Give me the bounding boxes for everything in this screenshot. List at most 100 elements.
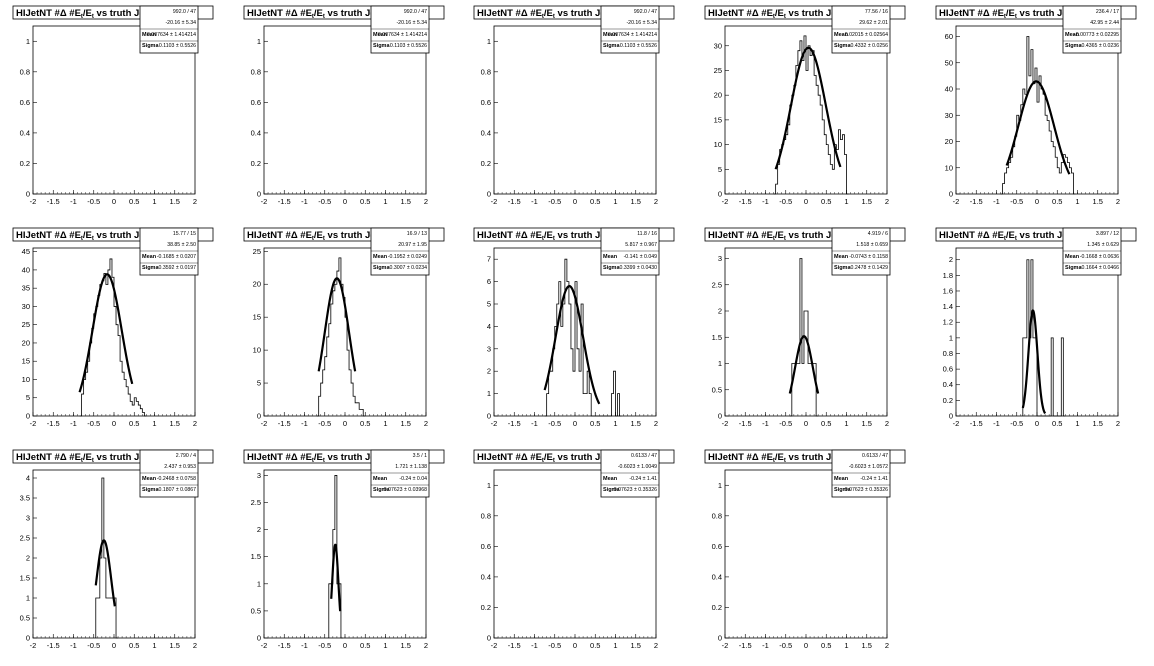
y-tick-label: 10 — [714, 140, 722, 149]
stats-sigma-value: 0.1807 ± 0.0867 — [159, 487, 197, 493]
x-tick-label: -2 — [491, 419, 498, 428]
x-tick-label: 0.5 — [590, 419, 600, 428]
stats-box — [600, 449, 660, 498]
x-tick-label: -1 — [301, 197, 308, 206]
stats-sigma-value: 0.3007 ± 0.0234 — [390, 265, 428, 271]
y-tick-label: 30 — [22, 302, 30, 311]
x-tick-label: -1.5 — [278, 197, 291, 206]
x-tick-label: -0.5 — [87, 641, 100, 650]
y-tick-label: 0 — [257, 634, 261, 643]
x-tick-label: -0.5 — [318, 197, 331, 206]
histogram-bars — [544, 258, 622, 417]
gaussian-fit-curve — [330, 543, 342, 612]
stats-mean-label: Mean — [603, 254, 618, 260]
title-part: t — [1015, 14, 1017, 20]
x-tick-label: 2 — [885, 641, 889, 650]
stats-mean-label: Mean — [603, 476, 618, 482]
stats-box — [370, 5, 430, 54]
stats-box — [139, 227, 199, 276]
x-tick-label: 1.5 — [401, 197, 411, 206]
x-tick-label: 2 — [885, 197, 889, 206]
stats-mean-value: -0.1952 ± 0.0249 — [388, 254, 427, 260]
title-main: HIJetNT #Δ #E — [939, 8, 1004, 19]
stats-sigma-label: Sigma — [603, 265, 620, 271]
y-tick-label: 30 — [945, 111, 953, 120]
y-tick-label: 2 — [718, 307, 722, 316]
y-tick-label: 0.6 — [251, 98, 261, 107]
x-tick-label: 0 — [343, 197, 347, 206]
x-tick-label: 0 — [804, 419, 808, 428]
title-part: t — [784, 458, 786, 464]
y-tick-label: 60 — [945, 32, 953, 41]
stats-mean-value: 0.007634 ± 1.414214 — [378, 32, 427, 38]
title-part: /E — [1006, 8, 1015, 19]
stats-chi2-value: 2.790 / 4 — [176, 453, 196, 459]
stats-p0-value: 42.95 ± 2.44 — [1090, 20, 1119, 26]
x-tick-label: 1 — [613, 197, 617, 206]
y-tick-label: 4 — [26, 474, 30, 483]
stats-mean-value: -0.24 ± 1.41 — [629, 476, 657, 482]
y-tick-label: 0.4 — [943, 380, 953, 389]
title-main: HIJetNT #Δ #E — [477, 8, 542, 19]
x-tick-label: 0.5 — [1052, 419, 1062, 428]
stats-sigma-label: Sigma — [834, 487, 851, 493]
y-tick-label: 5 — [487, 300, 491, 309]
x-tick-label: 1.5 — [170, 641, 180, 650]
histogram-panel-12: HIJetNT #Δ #Et/Et vs truth Jet Et -2 -1.5 -… — [243, 449, 445, 650]
x-tick-label: -1 — [531, 641, 538, 650]
x-tick-label: -2 — [953, 197, 960, 206]
x-tick-label: 1.5 — [170, 419, 180, 428]
histogram-panel-3: HIJetNT #Δ #Et/Et vs truth Jet Et -2 -1.5 -… — [473, 5, 675, 206]
title-part: /E — [83, 230, 92, 241]
stats-p0-value: 29.62 ± 2.01 — [859, 20, 888, 26]
x-tick-label: 0 — [573, 641, 577, 650]
title-part: vs truth Jet E — [786, 8, 849, 19]
x-tick-label: 0 — [343, 641, 347, 650]
y-tick-label: 0 — [257, 412, 261, 421]
histogram-panel-1: HIJetNT #Δ #Et/Et vs truth Jet Et -2 -1.5 -… — [12, 5, 214, 206]
stats-mean-label: Mean — [1065, 32, 1080, 38]
histogram-panel-4: HIJetNT #Δ #Et/Et vs truth Jet Et -2 -1.5 -… — [704, 5, 906, 206]
title-main: HIJetNT #Δ #E — [247, 452, 312, 463]
x-tick-label: 2 — [654, 419, 658, 428]
stats-sigma-label: Sigma — [834, 265, 851, 271]
x-tick-label: 0.5 — [821, 419, 831, 428]
stats-box — [370, 227, 430, 276]
x-tick-label: 0.5 — [1052, 197, 1062, 206]
stats-mean-label: Mean — [834, 32, 849, 38]
y-tick-label: 0 — [718, 634, 722, 643]
x-tick-label: 0.5 — [129, 419, 139, 428]
panel-title: HIJetNT #Δ #Et/Et vs truth Jet Et — [247, 8, 390, 20]
stats-p0-value: 2.437 ± 0.953 — [164, 464, 196, 470]
y-tick-label: 0 — [257, 190, 261, 199]
plot-frame — [263, 469, 427, 639]
panel-title: HIJetNT #Δ #Et/Et vs truth Jet Et — [247, 230, 390, 242]
plot-frame — [493, 25, 657, 195]
x-tick-label: 1 — [152, 641, 156, 650]
y-tick-label: 1.2 — [943, 318, 953, 327]
title-main: HIJetNT #Δ #E — [708, 452, 773, 463]
title-part: /E — [1006, 230, 1015, 241]
y-tick-label: 1 — [718, 359, 722, 368]
x-tick-label: 1 — [383, 419, 387, 428]
y-tick-label: 1 — [487, 481, 491, 490]
x-tick-label: -1.5 — [508, 641, 521, 650]
y-tick-label: 15 — [22, 357, 30, 366]
stats-chi2-value: 0.6133 / 47 — [631, 453, 657, 459]
stats-sigma-value: 0.3592 ± 0.0197 — [159, 265, 197, 271]
title-part: vs truth Jet E — [325, 8, 388, 19]
y-tick-label: 0.5 — [20, 614, 30, 623]
x-tick-label: -2 — [722, 197, 729, 206]
x-tick-label: 2 — [193, 197, 197, 206]
title-part: t — [553, 236, 555, 242]
y-tick-label: 0 — [949, 412, 953, 421]
panel-title: HIJetNT #Δ #Et/Et vs truth Jet Et — [477, 8, 620, 20]
title-part: t — [92, 458, 94, 464]
stats-box — [600, 227, 660, 276]
stats-p0-value: 1.518 ± 0.659 — [856, 242, 888, 248]
y-tick-label: 0 — [487, 634, 491, 643]
x-tick-label: 0 — [804, 641, 808, 650]
gaussian-fit-curve — [543, 284, 601, 405]
title-main: HIJetNT #Δ #E — [477, 452, 542, 463]
